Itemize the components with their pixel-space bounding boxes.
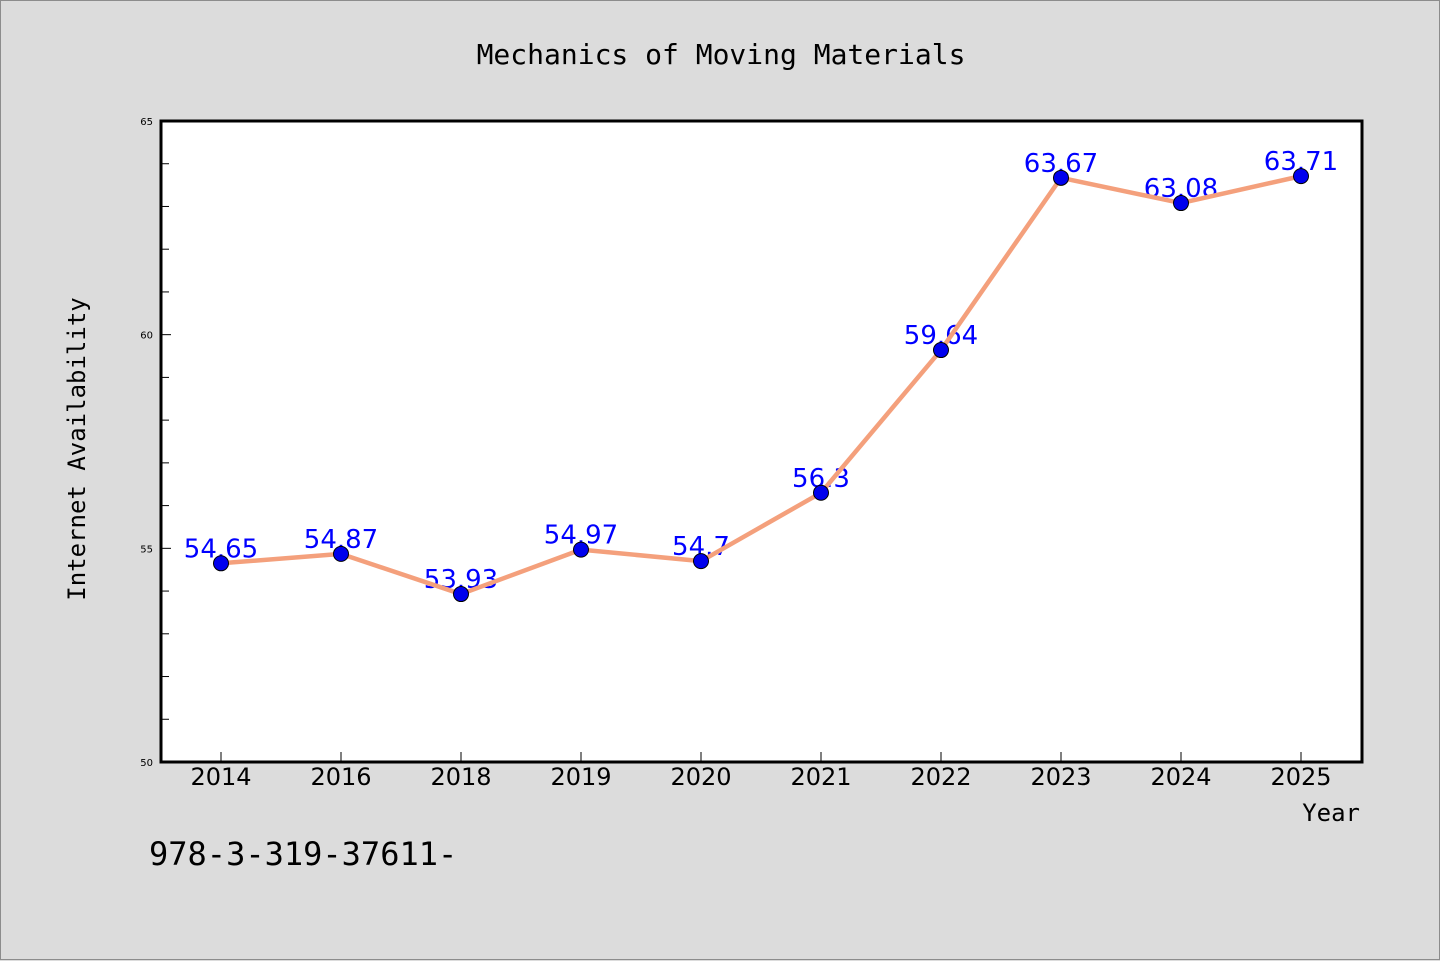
y-tick-label: 50 <box>140 758 153 769</box>
x-tick-label: 2016 <box>310 763 371 791</box>
x-tick-label: 2021 <box>790 763 851 791</box>
y-tick-label: 65 <box>140 117 153 128</box>
chart-title: Mechanics of Moving Materials <box>477 38 966 71</box>
plot-area <box>159 119 1364 764</box>
y-tick-label: 60 <box>140 331 153 342</box>
x-tick-label: 2020 <box>670 763 731 791</box>
data-point <box>693 553 709 570</box>
x-tick-label: 2018 <box>430 763 491 791</box>
series-line <box>218 173 1304 597</box>
data-point <box>813 484 829 501</box>
x-tick-label: 2024 <box>1150 763 1211 791</box>
y-axis: 50 55 60 65 <box>140 117 171 769</box>
x-tick-label: 2019 <box>550 763 611 791</box>
data-point <box>213 555 229 572</box>
x-tick-label: 2023 <box>1030 763 1091 791</box>
data-point <box>573 541 589 558</box>
x-tick-label: 2022 <box>910 763 971 791</box>
x-axis: 2014 2016 2018 2019 2020 2021 2022 2023 2024 2025 <box>190 752 1332 791</box>
y-tick-label: 55 <box>140 544 153 555</box>
x-axis-label: Year <box>1302 799 1360 827</box>
x-tick-label: 2025 <box>1270 763 1331 791</box>
data-point <box>933 342 949 359</box>
data-point <box>1293 168 1309 185</box>
data-point <box>1053 169 1069 186</box>
data-point <box>1173 195 1189 212</box>
data-point <box>453 586 469 603</box>
series-layer <box>213 168 1309 603</box>
y-axis-label: Internet Availability <box>63 297 91 600</box>
footer-text: 978-3-319-37611- <box>149 835 457 873</box>
x-tick-label: 2014 <box>190 763 251 791</box>
data-point <box>333 545 349 562</box>
